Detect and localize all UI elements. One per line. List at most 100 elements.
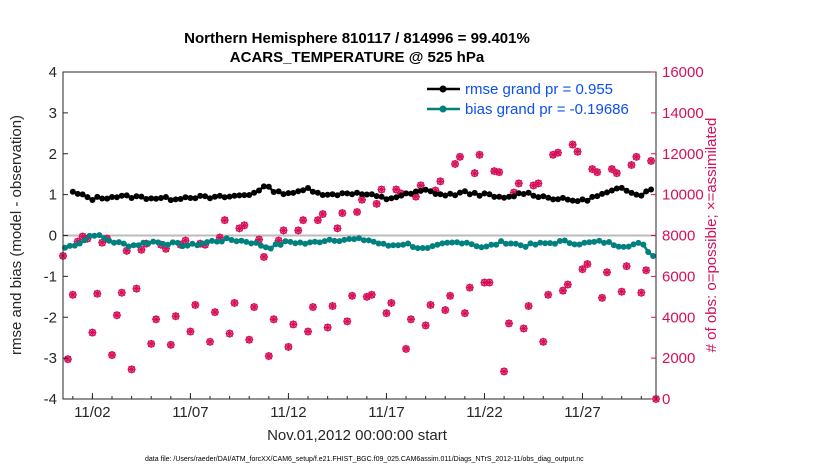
y-tick-label-right: 16000 — [662, 64, 704, 81]
rmse-point — [339, 190, 346, 197]
obs-point — [304, 327, 313, 336]
y-tick-label-right: 12000 — [662, 146, 704, 163]
rmse-point — [594, 193, 601, 200]
obs-point — [534, 179, 543, 188]
rmse-point — [314, 189, 321, 196]
bias-point — [458, 240, 465, 247]
rmse-point — [393, 194, 400, 201]
bias-point — [262, 244, 269, 251]
obs-point — [426, 300, 435, 309]
rmse-point — [373, 193, 380, 200]
rmse-point — [363, 191, 370, 198]
obs-point — [544, 290, 553, 299]
bias-point — [576, 241, 583, 248]
obs-point — [524, 302, 533, 311]
bias-point — [650, 253, 657, 259]
bias-point — [488, 241, 495, 248]
x-tick-label: 11/22 — [466, 404, 502, 421]
bias-point — [468, 241, 475, 248]
y-tick-label-right: 6000 — [662, 268, 695, 285]
rmse-point — [133, 193, 140, 200]
obs-point — [578, 265, 587, 274]
bias-point — [213, 238, 220, 245]
bias-point — [145, 240, 152, 247]
rmse-point — [290, 189, 297, 196]
obs-point — [210, 308, 219, 317]
bias-point — [601, 239, 608, 246]
obs-point — [117, 288, 126, 297]
rmse-point — [486, 191, 493, 198]
obs-point — [612, 169, 621, 178]
rmse-point — [643, 188, 650, 195]
rmse-point — [285, 190, 292, 197]
rmse-point — [158, 195, 164, 201]
legend-bias-label: bias grand pr = -0.19686 — [465, 101, 629, 118]
x-tick-label: 11/17 — [368, 404, 404, 421]
bias-point — [331, 237, 338, 244]
rmse-point — [226, 193, 233, 200]
bias-point — [218, 238, 225, 245]
bias-series — [62, 232, 657, 259]
rmse-point — [555, 196, 561, 203]
obs-point — [573, 147, 582, 156]
bias-point — [454, 239, 460, 246]
bias-point — [463, 239, 470, 246]
bias-point — [449, 239, 456, 246]
obs-point — [68, 290, 77, 299]
bias-point — [91, 232, 98, 239]
rmse-point — [491, 193, 498, 200]
obs-point — [583, 260, 592, 269]
y-tick-label-right: 8000 — [662, 228, 695, 245]
bias-point — [223, 235, 230, 242]
obs-point — [607, 165, 616, 174]
rmse-point — [275, 188, 282, 195]
bias-point — [419, 245, 426, 251]
bias-point — [316, 239, 323, 246]
rmse-point — [305, 185, 311, 191]
obs-point — [514, 179, 523, 188]
rmse-point — [202, 193, 209, 200]
bias-point — [228, 237, 235, 243]
obs-point — [382, 309, 391, 318]
obs-point — [93, 289, 102, 298]
obs-point — [539, 337, 548, 346]
obs-point — [353, 207, 362, 216]
rmse-point — [94, 193, 101, 200]
bias-point — [630, 241, 637, 248]
rmse-point — [187, 195, 194, 201]
rmse-point — [506, 193, 512, 200]
obs-point — [240, 221, 249, 230]
rmse-point — [349, 191, 356, 198]
rmse-point — [604, 189, 610, 196]
bias-point — [71, 242, 78, 249]
obs-point — [348, 291, 357, 300]
bias-point — [351, 236, 358, 243]
obs-point — [470, 169, 479, 178]
bias-point — [189, 240, 196, 247]
bias-point — [169, 239, 176, 246]
obs-point — [166, 340, 175, 349]
obs-point — [206, 337, 215, 346]
obs-point — [387, 298, 396, 307]
rmse-point — [143, 196, 150, 202]
obs-point — [225, 329, 234, 338]
rmse-point — [476, 192, 483, 199]
obs-point — [451, 159, 460, 168]
bias-point — [375, 240, 382, 247]
obs-point — [617, 287, 626, 296]
y-tick-label-left: -3 — [44, 350, 57, 367]
rmse-point — [359, 191, 365, 198]
bias-point — [517, 242, 524, 249]
bias-point — [380, 240, 387, 247]
bias-point — [552, 240, 558, 247]
bias-point — [537, 239, 544, 246]
obs-point — [602, 268, 611, 277]
obs-point — [460, 309, 469, 318]
bias-point — [120, 240, 127, 247]
rmse-point — [388, 195, 395, 202]
rmse-point — [300, 187, 307, 194]
rmse-point — [216, 192, 223, 199]
rmse-point — [260, 183, 267, 190]
obs-point — [475, 150, 484, 159]
bias-point — [179, 243, 186, 250]
